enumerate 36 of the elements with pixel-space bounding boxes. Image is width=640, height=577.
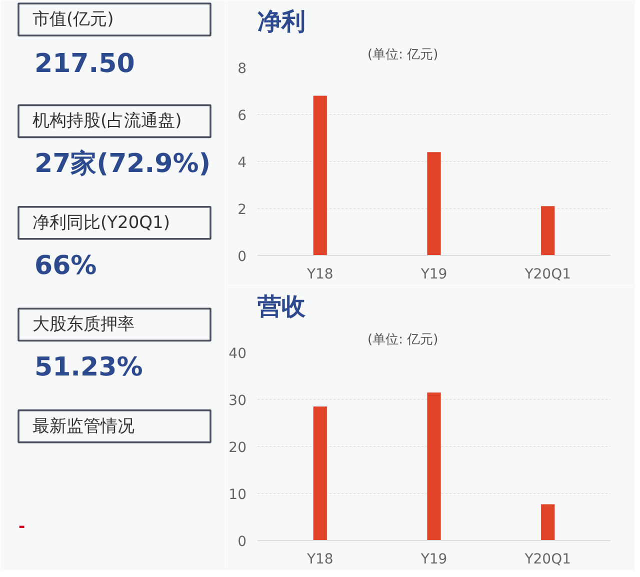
y-tick-label: 2 — [238, 202, 247, 218]
y-tick-label: 30 — [228, 393, 247, 409]
y-tick-label: 8 — [238, 61, 247, 77]
text: 66% — [34, 250, 97, 281]
x-tick-label: Y19 — [420, 266, 448, 282]
text: 市值(亿元) — [32, 10, 114, 30]
bar — [313, 96, 327, 256]
y-tick-label: 0 — [238, 249, 247, 265]
text: 大股东质押率 — [32, 314, 134, 335]
bar — [427, 392, 441, 540]
bar — [541, 206, 555, 256]
chart-subtitle: (单位: 亿元) — [368, 48, 438, 62]
text: 机构持股(占流通盘) — [32, 111, 182, 132]
y-tick-label: 4 — [238, 155, 247, 171]
chart-subtitle: (单位: 亿元) — [368, 332, 438, 348]
y-tick-label: 6 — [238, 108, 247, 124]
x-tick-label: Y20Q1 — [524, 266, 572, 282]
text: 217.50 — [34, 49, 135, 79]
chart-title: 营收 — [256, 292, 306, 320]
x-tick-label: Y18 — [306, 552, 334, 568]
chart-title: 净利 — [258, 8, 306, 36]
bar — [541, 504, 555, 540]
bar — [427, 152, 441, 256]
y-tick-label: 10 — [228, 487, 247, 503]
text: 51.23% — [34, 352, 143, 383]
x-tick-label: Y20Q1 — [524, 552, 572, 568]
x-tick-label: Y18 — [306, 266, 334, 282]
text: 27家(72.9%) — [34, 149, 211, 180]
y-tick-label: 0 — [238, 534, 247, 550]
text: - — [18, 516, 26, 536]
text: 最新监管情况 — [32, 416, 134, 436]
text: 净利同比(Y20Q1) — [32, 212, 170, 233]
x-tick-label: Y19 — [420, 552, 448, 568]
bar — [313, 406, 327, 540]
y-tick-label: 20 — [228, 440, 247, 456]
y-tick-label: 40 — [228, 346, 247, 362]
